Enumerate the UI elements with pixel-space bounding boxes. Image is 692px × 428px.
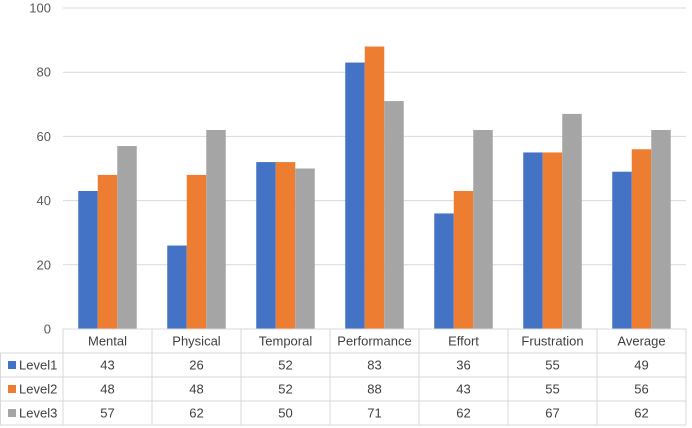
y-tick-label: 20 (37, 257, 51, 272)
category-label: Physical (172, 334, 221, 349)
category-label: Performance (337, 334, 411, 349)
bar-level1-effort (434, 213, 454, 329)
y-axis: 0 20 40 60 80 100 (29, 1, 51, 337)
bars (78, 46, 671, 330)
table-cell-value: 48 (189, 382, 203, 397)
legend-swatch-level1 (8, 361, 16, 369)
table-cell-value: 67 (545, 406, 559, 421)
bar-level1-mental (78, 190, 98, 329)
table-cell-value: 88 (367, 382, 381, 397)
table-cell-value: 62 (189, 406, 203, 421)
data-table: Mental Physical Temporal Performance Effort F… (0, 328, 687, 426)
legend-swatch-level3 (8, 409, 16, 417)
table-cell-value: 62 (634, 406, 648, 421)
bar-level2-mental (97, 174, 118, 329)
bar-level1-frustration (523, 152, 543, 329)
bar-level1-physical (167, 245, 187, 329)
bar-level2-effort (453, 190, 474, 329)
table-cell-value: 55 (545, 358, 559, 373)
category-label: Effort (448, 334, 479, 349)
table-cell-value: 56 (634, 382, 648, 397)
bar-level2-physical (186, 174, 207, 329)
bar-level1-temporal (256, 162, 276, 329)
table-cell-value: 43 (100, 358, 114, 373)
table-cell-value: 57 (100, 406, 114, 421)
bar-level2-frustration (542, 152, 563, 329)
bar-level3-performance (384, 101, 404, 329)
table-cell-value: 71 (367, 406, 381, 421)
legend-label-level1: Level1 (19, 358, 57, 373)
table-cell-value: 26 (189, 358, 203, 373)
table-cell-value: 55 (545, 382, 559, 397)
bar-level3-mental (117, 146, 137, 329)
legend-label-level2: Level2 (19, 382, 57, 397)
bar-level3-effort (473, 129, 493, 329)
legend-swatch-level2 (8, 385, 16, 393)
table-cell-value: 83 (367, 358, 381, 373)
y-tick-label: 80 (37, 65, 51, 80)
y-tick-label: 40 (37, 193, 51, 208)
bar-level3-average (651, 129, 671, 329)
table-cell-value: 43 (456, 382, 470, 397)
table-cell-value: 49 (634, 358, 648, 373)
bar-level2-temporal (275, 162, 296, 329)
table-cell-value: 36 (456, 358, 470, 373)
bar-level2-performance (364, 46, 385, 330)
table-cell-value: 50 (278, 406, 292, 421)
category-label: Mental (88, 334, 127, 349)
bar-level3-frustration (562, 113, 582, 330)
bar-level3-temporal (295, 168, 315, 329)
y-tick-label: 100 (29, 1, 51, 16)
table-cell-value: 52 (278, 382, 292, 397)
table-cell-value: 48 (100, 382, 114, 397)
table-cell-value: 62 (456, 406, 470, 421)
bar-level1-performance (345, 62, 365, 329)
bar-level2-average (631, 149, 652, 329)
bar-level1-average (612, 171, 632, 329)
category-label: Frustration (521, 334, 583, 349)
bar-level3-physical (206, 129, 226, 329)
legend-label-level3: Level3 (19, 406, 57, 421)
y-tick-label: 60 (37, 129, 51, 144)
category-label: Average (617, 334, 665, 349)
table-cell-value: 52 (278, 358, 292, 373)
y-tick-label: 0 (44, 322, 51, 337)
category-label: Temporal (259, 334, 313, 349)
